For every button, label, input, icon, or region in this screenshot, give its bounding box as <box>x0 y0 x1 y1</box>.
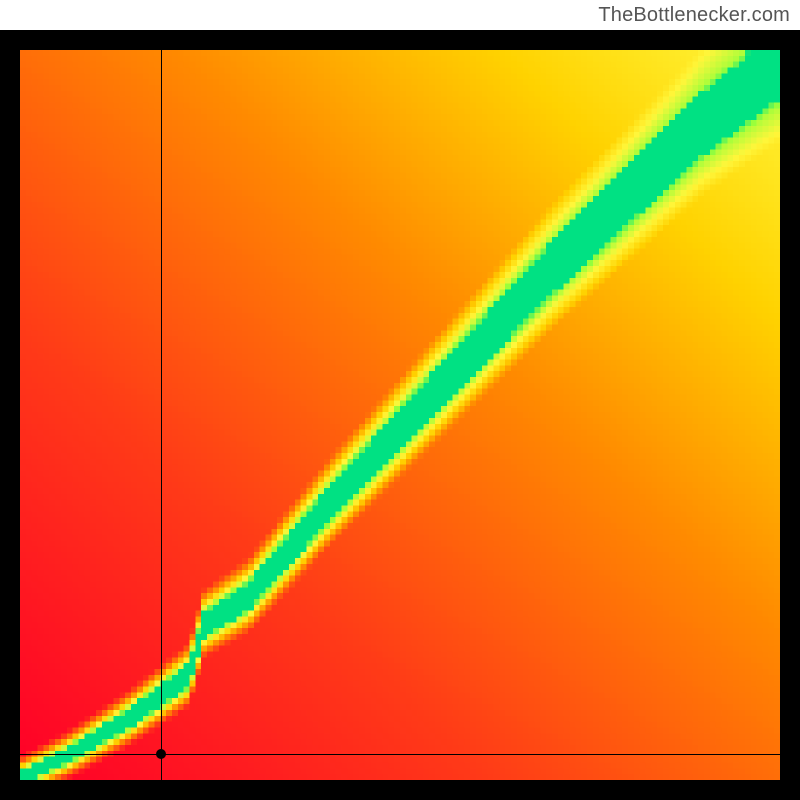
heatmap-plot-area <box>20 50 780 780</box>
root: TheBottlenecker.com <box>0 0 800 800</box>
watermark-text: TheBottlenecker.com <box>598 4 790 27</box>
crosshair-horizontal <box>20 754 780 755</box>
chart-outer-frame <box>0 30 800 800</box>
bottleneck-heatmap <box>20 50 780 780</box>
data-point-marker <box>156 749 166 759</box>
crosshair-vertical <box>161 50 162 780</box>
